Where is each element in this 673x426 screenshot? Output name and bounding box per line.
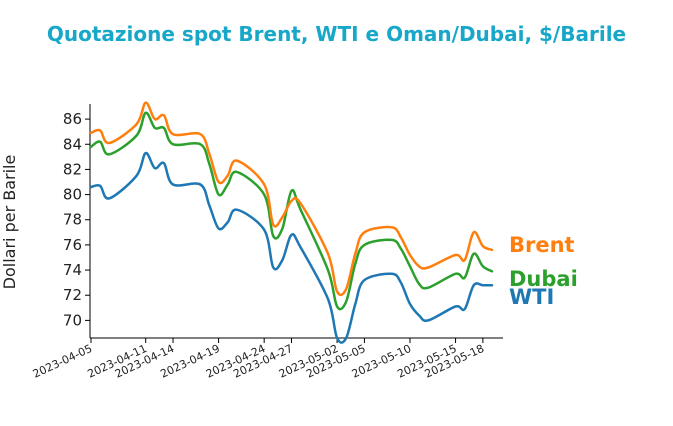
y-tick-label: 74 <box>63 261 82 279</box>
y-axis: 70 72 74 76 78 80 82 84 86 <box>63 104 91 338</box>
y-tick-label: 76 <box>63 236 82 254</box>
series-line-wti <box>89 151 494 344</box>
y-tick-label: 84 <box>63 135 82 153</box>
y-tick-label: 86 <box>63 110 82 128</box>
series-label-brent: Brent <box>509 233 575 257</box>
series-label-dubai: Dubai <box>509 267 578 291</box>
y-axis-label: Dollari per Barile <box>0 155 19 290</box>
y-tick-label: 80 <box>63 186 82 204</box>
y-tick-label: 72 <box>63 286 82 304</box>
x-tick-label: 2023-04-05 <box>31 342 94 381</box>
y-tick-label: 82 <box>63 160 82 178</box>
series-line-brent <box>89 101 494 297</box>
series-label-wti: WTI <box>509 285 554 309</box>
y-tick-label: 70 <box>63 311 82 329</box>
series-layer <box>89 101 494 344</box>
chart-title: Quotazione spot Brent, WTI e Oman/Dubai,… <box>46 22 627 46</box>
x-axis: 2023-04-052023-04-112023-04-142023-04-19… <box>31 337 503 381</box>
series-line-dubai <box>89 111 494 311</box>
y-tick-label: 78 <box>63 211 82 229</box>
